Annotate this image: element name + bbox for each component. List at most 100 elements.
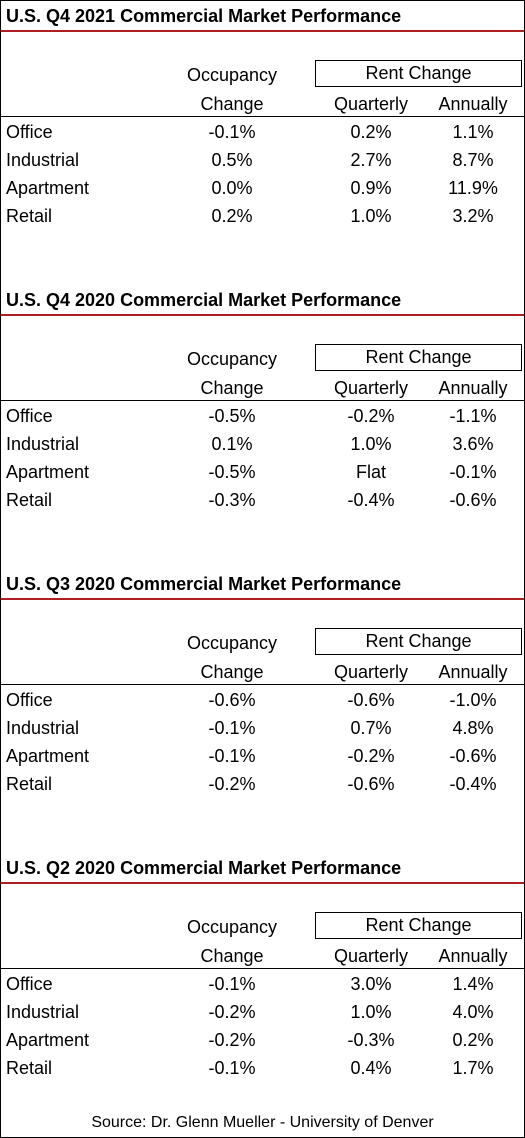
occupancy-header-line2: Change	[200, 378, 264, 398]
rent-change-header: Rent Change	[315, 628, 522, 655]
table-row: Office -0.1% 3.0% 1.4%	[1, 970, 524, 998]
occupancy-header-line1: Occupancy	[186, 633, 278, 653]
quarterly-rent-value: 0.4%	[350, 1058, 392, 1078]
occupancy-change-value: -0.1%	[208, 122, 256, 142]
occupancy-change-value: -0.3%	[208, 490, 256, 510]
section-title: U.S. Q4 2021 Commercial Market Performan…	[6, 6, 402, 26]
annual-rent-value: -0.6%	[449, 746, 497, 766]
occupancy-change-value: -0.2%	[208, 774, 256, 794]
source-citation: Source: Dr. Glenn Mueller - University o…	[91, 1114, 434, 1131]
occupancy-header-line1: Occupancy	[186, 65, 278, 85]
quarterly-rent-value: 0.9%	[350, 178, 392, 198]
quarterly-rent-value: Flat	[355, 462, 386, 482]
table-row: Industrial 0.1% 1.0% 3.6%	[1, 430, 524, 458]
annual-rent-value: 11.9%	[448, 178, 498, 198]
row-label: Office	[6, 690, 53, 710]
occupancy-header-line1: Occupancy	[186, 349, 278, 369]
row-label: Industrial	[6, 1002, 80, 1022]
occupancy-change-value: -0.2%	[208, 1002, 256, 1022]
row-label: Office	[6, 974, 53, 994]
row-label: Apartment	[6, 178, 90, 198]
row-label: Industrial	[6, 150, 80, 170]
quarterly-header: Quarterly	[333, 378, 409, 398]
occupancy-change-value: -0.5%	[208, 406, 256, 426]
section-title: U.S. Q3 2020 Commercial Market Performan…	[6, 574, 402, 594]
occupancy-header-line2: Change	[200, 94, 264, 114]
section-title-rule	[1, 30, 524, 32]
quarterly-rent-value: -0.2%	[347, 746, 395, 766]
quarterly-header: Quarterly	[333, 946, 409, 966]
annual-rent-value: -0.6%	[449, 490, 497, 510]
table-row: Apartment 0.0% 0.9% 11.9%	[1, 174, 524, 202]
section-title: U.S. Q4 2020 Commercial Market Performan…	[6, 290, 402, 310]
section-title: U.S. Q2 2020 Commercial Market Performan…	[6, 858, 402, 878]
quarterly-rent-value: 1.0%	[350, 434, 392, 454]
table-row: Office -0.6% -0.6% -1.0%	[1, 686, 524, 714]
header-divider	[1, 116, 524, 117]
table-row: Retail -0.2% -0.6% -0.4%	[1, 770, 524, 798]
row-label: Retail	[6, 206, 53, 226]
rent-change-header: Rent Change	[315, 344, 522, 371]
table-row: Apartment -0.1% -0.2% -0.6%	[1, 742, 524, 770]
performance-section-q4-2020: U.S. Q4 2020 Commercial Market Performan…	[1, 285, 524, 569]
quarterly-header: Quarterly	[333, 94, 409, 114]
occupancy-header-line2: Change	[200, 946, 264, 966]
annual-rent-value: -0.1%	[449, 462, 497, 482]
quarterly-rent-value: -0.6%	[347, 774, 395, 794]
occupancy-change-value: -0.1%	[208, 746, 256, 766]
annual-rent-value: 8.7%	[452, 150, 494, 170]
quarterly-rent-value: 1.0%	[350, 206, 392, 226]
rent-change-header: Rent Change	[315, 912, 522, 939]
occupancy-header-line1: Occupancy	[186, 917, 278, 937]
performance-section-q4-2021: U.S. Q4 2021 Commercial Market Performan…	[1, 1, 524, 285]
quarterly-rent-value: -0.6%	[347, 690, 395, 710]
quarterly-rent-value: -0.4%	[347, 490, 395, 510]
occupancy-change-value: -0.1%	[208, 1058, 256, 1078]
quarterly-rent-value: 3.0%	[350, 974, 392, 994]
performance-section-q3-2020: U.S. Q3 2020 Commercial Market Performan…	[1, 569, 524, 853]
row-label: Industrial	[6, 718, 80, 738]
annual-rent-value: 1.4%	[452, 974, 494, 994]
occupancy-change-value: 0.1%	[211, 434, 253, 454]
annual-rent-value: -1.0%	[449, 690, 497, 710]
table-row: Office -0.5% -0.2% -1.1%	[1, 402, 524, 430]
row-label: Apartment	[6, 462, 90, 482]
row-label: Retail	[6, 490, 53, 510]
table-row: Retail -0.1% 0.4% 1.7%	[1, 1054, 524, 1082]
section-title-rule	[1, 882, 524, 884]
occupancy-change-value: 0.5%	[211, 150, 253, 170]
quarterly-header: Quarterly	[333, 662, 409, 682]
occupancy-header-line2: Change	[200, 662, 264, 682]
annual-rent-value: 1.1%	[452, 122, 494, 142]
header-divider	[1, 968, 524, 969]
table-row: Industrial 0.5% 2.7% 8.7%	[1, 146, 524, 174]
occupancy-change-value: -0.1%	[208, 974, 256, 994]
annual-rent-value: 0.2%	[452, 1030, 494, 1050]
occupancy-change-value: 0.0%	[211, 178, 253, 198]
occupancy-change-value: 0.2%	[211, 206, 253, 226]
annually-header: Annually	[438, 378, 508, 398]
annual-rent-value: 4.0%	[452, 1002, 494, 1022]
row-label: Apartment	[6, 1030, 90, 1050]
quarterly-rent-value: -0.3%	[347, 1030, 395, 1050]
table-row: Retail 0.2% 1.0% 3.2%	[1, 202, 524, 230]
annually-header: Annually	[438, 946, 508, 966]
occupancy-change-value: -0.6%	[208, 690, 256, 710]
header-divider	[1, 684, 524, 685]
section-title-rule	[1, 598, 524, 600]
performance-section-q2-2020: U.S. Q2 2020 Commercial Market Performan…	[1, 853, 524, 1137]
occupancy-change-value: -0.2%	[208, 1030, 256, 1050]
annually-header: Annually	[438, 662, 508, 682]
occupancy-change-value: -0.1%	[208, 718, 256, 738]
row-label: Retail	[6, 774, 53, 794]
table-row: Apartment -0.2% -0.3% 0.2%	[1, 1026, 524, 1054]
quarterly-rent-value: -0.2%	[347, 406, 395, 426]
row-label: Apartment	[6, 746, 90, 766]
table-row: Industrial -0.1% 0.7% 4.8%	[1, 714, 524, 742]
table-row: Office -0.1% 0.2% 1.1%	[1, 118, 524, 146]
annually-header: Annually	[438, 94, 508, 114]
row-label: Retail	[6, 1058, 53, 1078]
annual-rent-value: -1.1%	[449, 406, 497, 426]
row-label: Office	[6, 406, 53, 426]
